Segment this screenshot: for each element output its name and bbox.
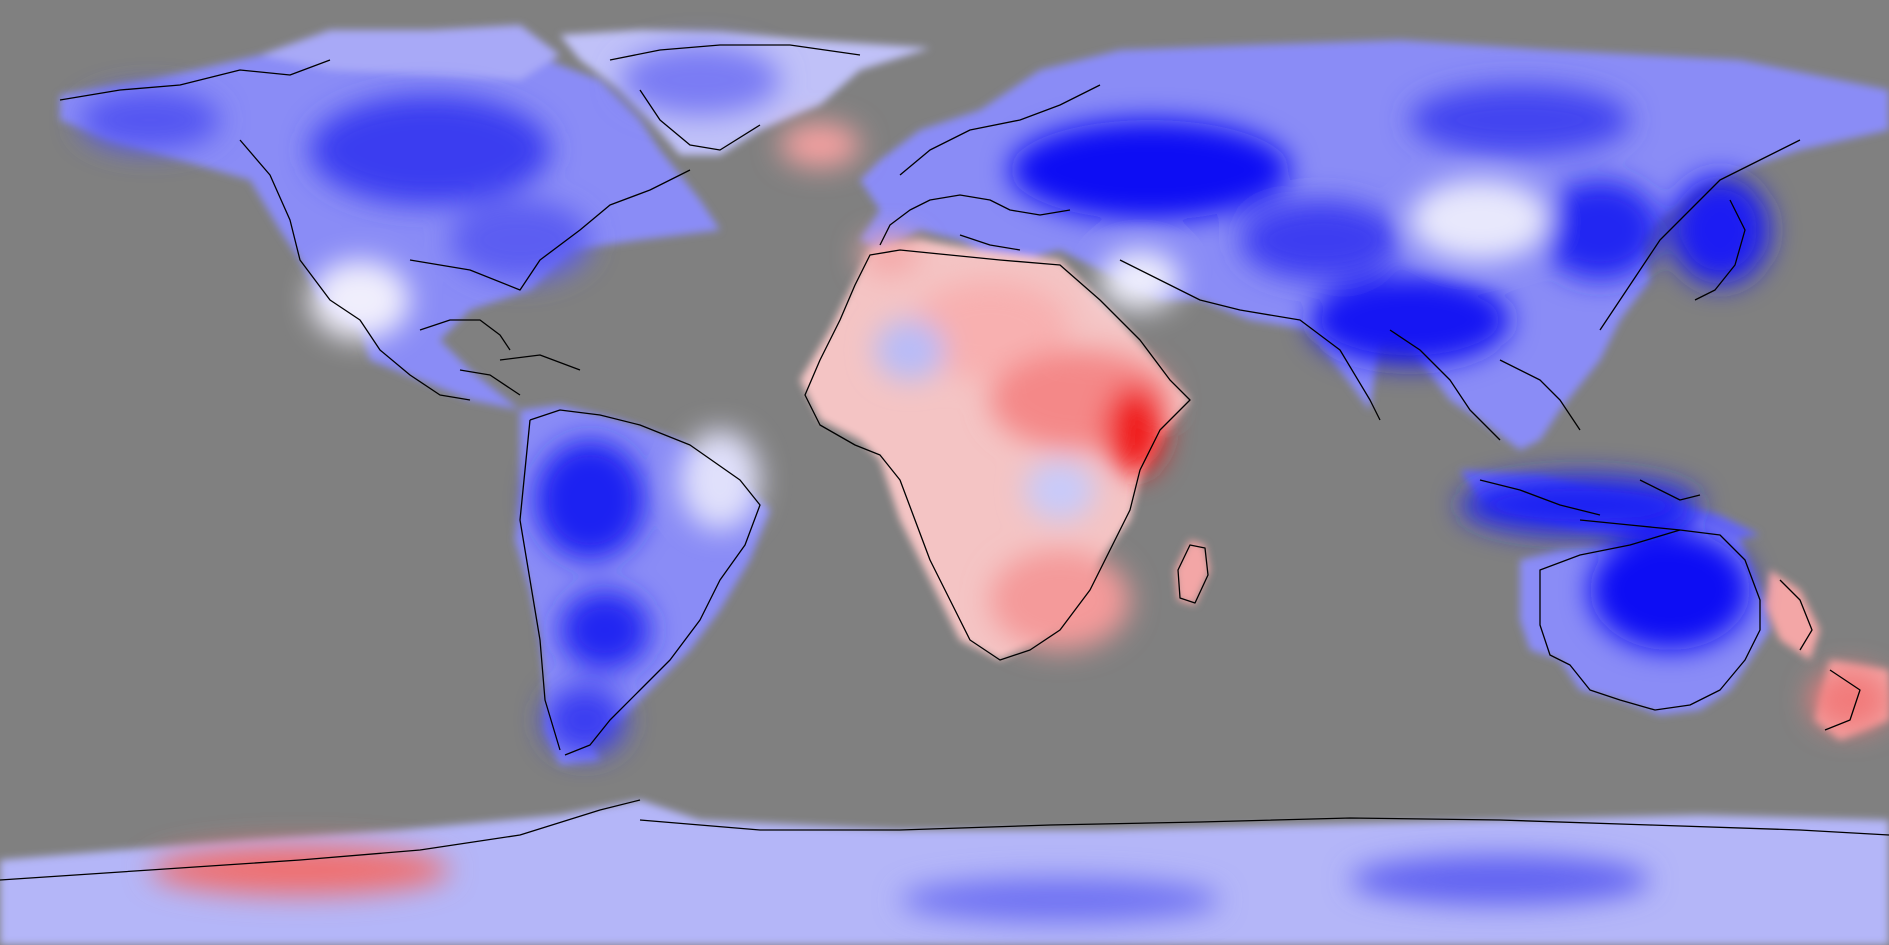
- cool-congo: [1025, 460, 1095, 520]
- coast-indonesia: [1479, 479, 1701, 531]
- warm-w-antarctica: [150, 845, 450, 895]
- core-amazon: [535, 440, 645, 560]
- coast-asia: [1119, 139, 1801, 441]
- warm-nz: [1810, 670, 1889, 730]
- pale-rockies: [310, 260, 410, 340]
- coast-japan: [1694, 199, 1746, 301]
- coast-europe: [879, 84, 1101, 251]
- core-south-asia: [1310, 275, 1510, 365]
- coast-madagascar: [1177, 544, 1209, 604]
- coastline-layer: [0, 44, 1889, 881]
- core-russia: [1010, 120, 1290, 220]
- core-canada: [310, 95, 550, 205]
- antarctica-land: [0, 800, 1889, 945]
- core-patagonia: [545, 685, 625, 755]
- core-antarctica-e1: [1350, 855, 1650, 905]
- warm-iberia: [860, 235, 920, 275]
- core-argentina: [560, 590, 650, 670]
- coast-australia: [1539, 529, 1761, 711]
- coast-antarctica: [0, 799, 1889, 881]
- coast-gulf: [419, 319, 581, 396]
- pale-mongolia: [1410, 180, 1550, 260]
- coast-africa: [804, 249, 1191, 661]
- coast-north-america: [59, 59, 691, 401]
- warm-iceland: [780, 123, 860, 167]
- core-us-east: [450, 200, 590, 280]
- coast-new-zealand: [1779, 579, 1861, 731]
- coast-south-america: [519, 409, 761, 756]
- core-antarctica-e2: [900, 878, 1220, 922]
- core-siberia: [1410, 85, 1630, 155]
- warm-east-africa: [1105, 385, 1165, 475]
- core-japan: [1670, 175, 1770, 285]
- anomaly-blob-layer: [80, 45, 1889, 922]
- core-alaska: [80, 90, 220, 150]
- arctic-islands-land: [260, 25, 560, 80]
- core-central-asia: [1240, 200, 1400, 280]
- core-australia: [1590, 530, 1750, 650]
- core-greenland: [620, 45, 780, 115]
- core-china: [1540, 180, 1660, 280]
- pale-brazil-east: [680, 430, 760, 530]
- warm-sahara: [910, 280, 1070, 380]
- pale-mideast: [1100, 250, 1180, 310]
- cool-west-africa: [875, 320, 945, 380]
- warm-southern-africa: [990, 550, 1130, 650]
- north-america-land: [60, 35, 720, 410]
- coast-greenland: [609, 44, 861, 151]
